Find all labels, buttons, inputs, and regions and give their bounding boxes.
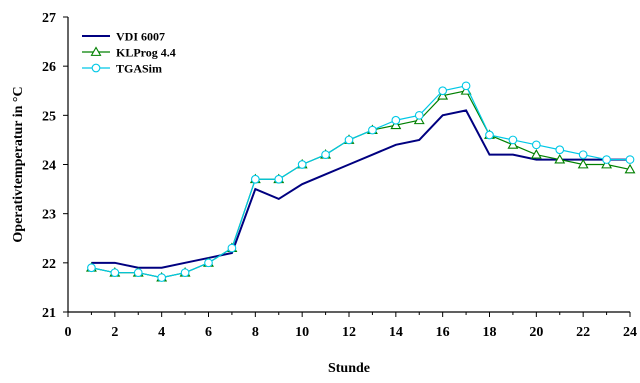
series-line <box>91 85 630 279</box>
series-2 <box>87 81 635 282</box>
y-tick-label: 24 <box>42 159 56 174</box>
legend-label: KLProg 4.4 <box>116 46 176 60</box>
legend-label: VDI 6007 <box>116 30 165 44</box>
circle-marker <box>531 140 541 150</box>
circle-marker <box>133 268 143 278</box>
x-tick-label: 18 <box>483 325 497 340</box>
circle-marker <box>274 174 284 184</box>
triangle-marker <box>413 114 425 125</box>
series-line <box>91 109 630 269</box>
y-tick-label: 27 <box>42 11 56 26</box>
x-tick-label: 20 <box>529 325 543 340</box>
x-tick-label: 6 <box>205 325 212 340</box>
y-tick-label: 25 <box>42 109 56 124</box>
y-tick-label: 22 <box>42 257 56 272</box>
triangle-marker <box>507 139 519 149</box>
circle-marker <box>461 81 471 91</box>
circle-marker <box>485 130 494 140</box>
series-layer <box>85 81 636 282</box>
triangle-marker <box>577 158 589 169</box>
triangle-marker <box>90 46 102 56</box>
circle-marker <box>87 263 96 273</box>
circle-marker <box>625 155 635 164</box>
triangle-marker <box>601 158 613 169</box>
circle-marker <box>297 160 307 169</box>
x-tick-label: 2 <box>111 325 118 340</box>
circle-marker <box>204 258 213 268</box>
circle-marker <box>368 125 377 135</box>
y-axis-label: Operativtemperatur in °C <box>11 86 26 242</box>
circle-marker <box>250 174 260 184</box>
legend: VDI 6007 KLProg 4.4 TGASim <box>82 30 176 76</box>
circle-marker <box>391 115 401 125</box>
x-tick-label: 4 <box>158 325 165 340</box>
circle-marker <box>344 135 354 145</box>
x-tick-label: 22 <box>576 325 590 340</box>
circle-marker <box>180 268 190 278</box>
x-tick-label: 10 <box>295 325 309 340</box>
x-axis-label: Stunde <box>328 361 370 376</box>
circle-marker <box>110 268 120 278</box>
triangle-marker <box>437 90 449 100</box>
triangle-marker <box>554 153 566 164</box>
y-tick-label: 23 <box>42 208 56 223</box>
x-tick-label: 0 <box>65 325 72 340</box>
circle-marker <box>91 63 101 73</box>
series-line <box>91 90 631 279</box>
circle-marker <box>227 243 237 253</box>
circle-marker <box>321 150 330 160</box>
x-tick-label: 16 <box>436 325 450 340</box>
x-tick-label: 8 <box>252 325 259 340</box>
circle-marker <box>555 145 565 155</box>
x-tick-label: 12 <box>342 325 356 340</box>
y-tick-label: 26 <box>42 60 56 75</box>
series-1 <box>85 85 636 282</box>
circle-marker <box>602 155 611 164</box>
legend-item: TGASim <box>82 62 162 76</box>
triangle-marker <box>530 149 542 159</box>
triangle-marker <box>624 163 636 174</box>
legend-item: VDI 6007 <box>82 30 165 44</box>
circle-marker <box>508 135 518 145</box>
legend-label: TGASim <box>116 62 162 76</box>
circle-marker <box>438 86 448 96</box>
x-tick-label: 24 <box>623 325 637 340</box>
circle-marker <box>157 273 167 282</box>
series-0 <box>91 109 630 269</box>
circle-marker <box>578 150 588 160</box>
triangle-marker <box>390 119 402 130</box>
y-tick-label: 21 <box>42 306 56 321</box>
circle-marker <box>414 110 424 120</box>
legend-item: KLProg 4.4 <box>82 46 176 60</box>
x-tick-label: 14 <box>389 325 403 340</box>
